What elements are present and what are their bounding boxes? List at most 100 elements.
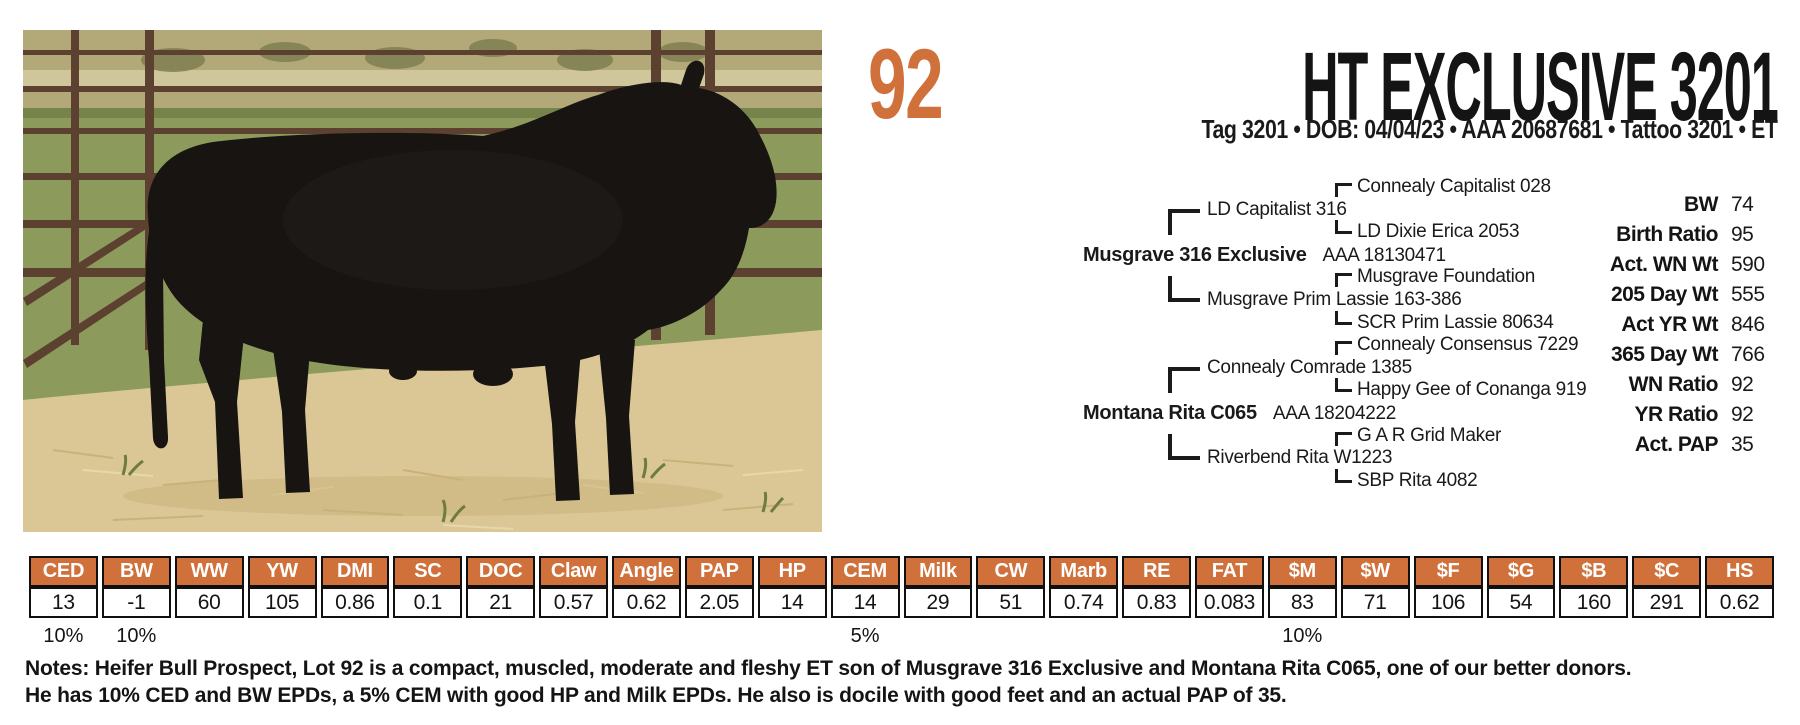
epd-percentile <box>1049 618 1118 649</box>
pedigree-animal: SBP Rita 4082 <box>1357 470 1478 492</box>
stat-row: YR Ratio 92 <box>1540 403 1753 427</box>
epd-percentile <box>466 618 535 649</box>
pedigree-connector <box>1168 276 1200 302</box>
epd-value: 13 <box>29 587 98 618</box>
stat-value: 35 <box>1731 433 1754 456</box>
pedigree-animal: Montana Rita C065 AAA 18204222 <box>1083 402 1396 425</box>
epd-value: 0.74 <box>1049 587 1119 618</box>
pedigree-animal: LD Dixie Erica 2053 <box>1357 221 1520 243</box>
epd-percentile <box>1487 618 1556 649</box>
epd-column-header: HS <box>1705 556 1774 587</box>
epd-percentile <box>1195 618 1264 649</box>
epd-percentile <box>904 618 973 649</box>
pedigree-connector <box>1168 209 1200 235</box>
epd-percentile <box>1122 618 1191 649</box>
pedigree-animal: Happy Gee of Conanga 919 <box>1357 379 1587 401</box>
epd-value: 106 <box>1413 587 1483 618</box>
animal-name: SCR Prim Lassie 80634 <box>1357 312 1554 333</box>
epd-value: 0.1 <box>393 587 463 618</box>
pedigree-connector <box>1335 341 1352 355</box>
epd-column-header: WW <box>174 556 244 587</box>
animal-name: Riverbend Rita W1223 <box>1207 447 1393 468</box>
stat-value: 766 <box>1731 343 1765 366</box>
epd-value: 291 <box>1632 587 1702 618</box>
registration-number: AAA 18130471 <box>1322 245 1446 266</box>
pedigree-animal: LD Capitalist 316 <box>1207 199 1347 221</box>
animal-name: Connealy Comrade 1385 <box>1207 357 1412 378</box>
epd-percentile <box>321 618 390 649</box>
stat-label: 365 Day Wt <box>1610 343 1719 366</box>
epd-value: 14 <box>830 587 900 618</box>
epd-column-header: Claw <box>539 556 608 587</box>
animal-name: HT EXCLUSIVE 3201 <box>1302 32 1779 141</box>
epd-percentile: 10% <box>43 624 84 647</box>
grass-tufts <box>121 454 785 523</box>
epd-value: 0.083 <box>1195 587 1264 618</box>
pedigree-animal: Connealy Capitalist 028 <box>1357 176 1551 198</box>
animal-name: LD Dixie Erica 2053 <box>1357 221 1520 242</box>
stat-label: Act. PAP <box>1634 433 1719 456</box>
epd-column-header: FAT <box>1195 556 1264 587</box>
epd-value: 0.57 <box>539 587 608 618</box>
pedigree-connector <box>1335 220 1352 234</box>
stat-row: 205 Day Wt 555 <box>1540 283 1765 307</box>
epd-column-header: HP <box>757 556 827 587</box>
pedigree-animal: Connealy Comrade 1385 <box>1207 357 1412 379</box>
animal-meta-line: Tag 3201 • DOB: 04/04/23 • AAA 20687681 … <box>1201 114 1778 144</box>
epd-column-header: Angle <box>612 556 681 587</box>
stat-value: 74 <box>1731 193 1754 216</box>
pedigree-connector <box>1335 273 1352 287</box>
epd-percentile <box>248 618 317 649</box>
animal-name: SBP Rita 4082 <box>1357 470 1478 491</box>
epd-percentile <box>976 618 1045 649</box>
stat-label: Act YR Wt <box>1621 313 1718 336</box>
stat-label: WN Ratio <box>1628 373 1719 396</box>
epd-value: 29 <box>903 587 973 618</box>
animal-name: Connealy Capitalist 028 <box>1357 176 1551 197</box>
epd-value: 54 <box>1486 587 1556 618</box>
pedigree-connector <box>1335 378 1352 392</box>
stat-value: 555 <box>1731 283 1765 306</box>
epd-value: 71 <box>1340 587 1410 618</box>
pedigree-animal: Musgrave 316 Exclusive AAA 18130471 <box>1083 244 1446 267</box>
pedigree-connector <box>1335 469 1352 483</box>
epd-value: 0.62 <box>612 587 681 618</box>
animal-name: Montana Rita C065 <box>1083 402 1257 424</box>
pedigree-connector <box>1335 183 1352 197</box>
stat-row: Act. WN Wt 590 <box>1540 253 1765 277</box>
epd-percentile: 5% <box>850 624 880 647</box>
stat-label: BW <box>1684 193 1719 216</box>
pedigree-connector <box>1335 432 1352 446</box>
epd-column-header: $G <box>1486 556 1556 587</box>
stat-value: 92 <box>1731 373 1754 396</box>
epd-percentile <box>612 618 681 649</box>
animal-name: Musgrave 316 Exclusive <box>1083 244 1307 266</box>
epd-column-header: $M <box>1267 556 1337 587</box>
bull-photo <box>23 30 822 532</box>
epd-grid: CED BW WW YW DMI SC DOC Claw Angle PAP HP CEM Milk CW… <box>25 556 1778 649</box>
animal-name: Musgrave Prim Lassie 163-386 <box>1207 289 1462 310</box>
epd-percentile: 10% <box>116 624 157 647</box>
stat-row: 365 Day Wt 766 <box>1540 343 1765 367</box>
epd-percentile <box>1705 618 1774 649</box>
stat-row: Birth Ratio 95 <box>1540 223 1754 247</box>
stat-label: Birth Ratio <box>1616 223 1718 246</box>
epd-column-header: CW <box>976 556 1046 587</box>
epd-percentile <box>758 618 827 649</box>
pedigree-animal: Connealy Consensus 7229 <box>1357 334 1579 356</box>
epd-percentile <box>1559 618 1628 649</box>
epd-percentile: 10% <box>1282 624 1323 647</box>
epd-percentile <box>1414 618 1483 649</box>
epd-value: 160 <box>1559 587 1629 618</box>
epd-value: -1 <box>101 587 171 618</box>
stat-value: 846 <box>1731 313 1765 336</box>
epd-column-header: $F <box>1413 556 1483 587</box>
epd-percentile <box>175 618 244 649</box>
epd-column-header: Marb <box>1049 556 1119 587</box>
epd-column-header: $C <box>1632 556 1702 587</box>
animal-name: Happy Gee of Conanga 919 <box>1357 379 1587 400</box>
pedigree-animal: Musgrave Prim Lassie 163-386 <box>1207 289 1462 311</box>
stat-value: 590 <box>1731 253 1765 276</box>
epd-value: 51 <box>976 587 1046 618</box>
